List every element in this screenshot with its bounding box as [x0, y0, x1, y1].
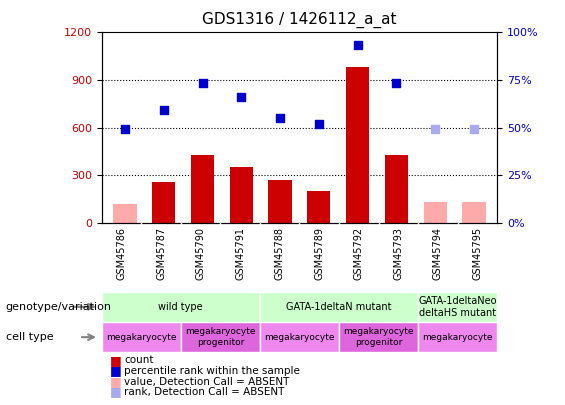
Point	[237, 94, 246, 101]
Point	[198, 80, 207, 86]
Bar	[152, 181, 175, 223]
Point	[392, 80, 401, 86]
Text: GSM45788: GSM45788	[275, 227, 285, 280]
Text: count: count	[124, 356, 154, 365]
Text: ■: ■	[110, 375, 121, 388]
Point	[470, 126, 479, 132]
Text: megakaryocyte
progenitor: megakaryocyte progenitor	[185, 328, 255, 347]
Point	[353, 42, 362, 48]
Bar	[307, 191, 331, 223]
Point	[314, 121, 323, 128]
FancyBboxPatch shape	[339, 322, 418, 352]
FancyBboxPatch shape	[260, 292, 418, 322]
Text: GSM45793: GSM45793	[393, 227, 403, 280]
Text: GSM45795: GSM45795	[472, 227, 483, 280]
FancyBboxPatch shape	[102, 322, 181, 352]
Bar	[191, 155, 214, 223]
Bar	[268, 180, 292, 223]
Text: ■: ■	[110, 364, 121, 377]
Text: GSM45790: GSM45790	[195, 227, 206, 280]
FancyBboxPatch shape	[418, 292, 497, 322]
Title: GDS1316 / 1426112_a_at: GDS1316 / 1426112_a_at	[202, 12, 397, 28]
Text: GATA-1deltaNeo
deltaHS mutant: GATA-1deltaNeo deltaHS mutant	[419, 296, 497, 318]
Text: percentile rank within the sample: percentile rank within the sample	[124, 366, 300, 376]
Text: GATA-1deltaN mutant: GATA-1deltaN mutant	[286, 302, 392, 312]
Text: ■: ■	[110, 354, 121, 367]
Text: GSM45791: GSM45791	[235, 227, 245, 280]
Text: GSM45787: GSM45787	[156, 227, 166, 280]
Point	[120, 126, 129, 132]
Text: cell type: cell type	[6, 332, 53, 342]
Text: GSM45794: GSM45794	[433, 227, 443, 280]
Point	[431, 126, 440, 132]
Text: wild type: wild type	[159, 302, 203, 312]
Text: megakaryocyte
progenitor: megakaryocyte progenitor	[344, 328, 414, 347]
Point	[276, 115, 285, 122]
Bar	[424, 202, 447, 223]
Text: megakaryocyte: megakaryocyte	[423, 333, 493, 342]
Bar	[229, 167, 253, 223]
Text: ■: ■	[110, 386, 121, 399]
Text: megakaryocyte: megakaryocyte	[264, 333, 334, 342]
Text: GSM45786: GSM45786	[116, 227, 127, 280]
Text: value, Detection Call = ABSENT: value, Detection Call = ABSENT	[124, 377, 290, 386]
Text: megakaryocyte: megakaryocyte	[106, 333, 176, 342]
Bar	[114, 204, 137, 223]
Text: genotype/variation: genotype/variation	[6, 302, 112, 312]
Point	[159, 107, 168, 113]
Text: GSM45789: GSM45789	[314, 227, 324, 280]
FancyBboxPatch shape	[418, 322, 497, 352]
Text: rank, Detection Call = ABSENT: rank, Detection Call = ABSENT	[124, 387, 285, 397]
Bar	[462, 202, 485, 223]
FancyBboxPatch shape	[102, 292, 260, 322]
FancyBboxPatch shape	[181, 322, 260, 352]
Text: GSM45792: GSM45792	[354, 227, 364, 280]
FancyBboxPatch shape	[260, 322, 339, 352]
Bar	[385, 155, 408, 223]
Bar	[346, 67, 370, 223]
